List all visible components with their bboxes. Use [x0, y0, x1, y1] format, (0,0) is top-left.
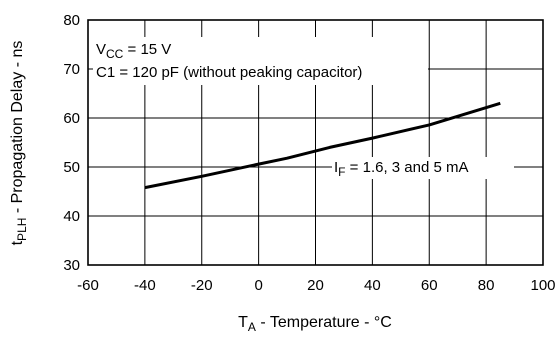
- if-label-annotation: IF = 1.6, 3 and 5 mA: [334, 159, 469, 179]
- x-tick-label: 20: [307, 277, 324, 294]
- x-tick-label: 0: [254, 277, 262, 294]
- if-label-background: [330, 157, 518, 179]
- y-tick-label: 40: [63, 208, 80, 225]
- y-tick-label: 80: [63, 12, 80, 29]
- x-tick-labels: -60 -40 -20 0 20 40 60 80 100: [77, 277, 555, 294]
- x-tick-label: -60: [77, 277, 99, 294]
- y-axis-title: tPLH - Propagation Delay - ns: [9, 41, 29, 246]
- y-tick-label: 70: [63, 61, 80, 78]
- y-tick-label: 50: [63, 159, 80, 176]
- y-tick-labels: 30 40 50 60 70 80: [63, 12, 80, 274]
- series-line: [144, 101, 501, 190]
- x-axis-title: TA - Temperature - °C: [238, 314, 392, 334]
- x-tick-label: 60: [421, 277, 438, 294]
- x-tick-label: 80: [478, 277, 495, 294]
- y-tick-label: 60: [63, 110, 80, 127]
- x-tick-label: 40: [364, 277, 381, 294]
- c1-annotation: C1 = 120 pF (without peaking capacitor): [96, 64, 362, 81]
- x-tick-label: 100: [530, 277, 555, 294]
- annotation-background: [93, 37, 428, 85]
- y-tick-label: 30: [63, 257, 80, 274]
- plot-frame: [87, 19, 544, 266]
- x-tick-label: -20: [191, 277, 213, 294]
- x-tick-label: -40: [134, 277, 156, 294]
- vcc-annotation: VCC = 15 V: [96, 41, 171, 61]
